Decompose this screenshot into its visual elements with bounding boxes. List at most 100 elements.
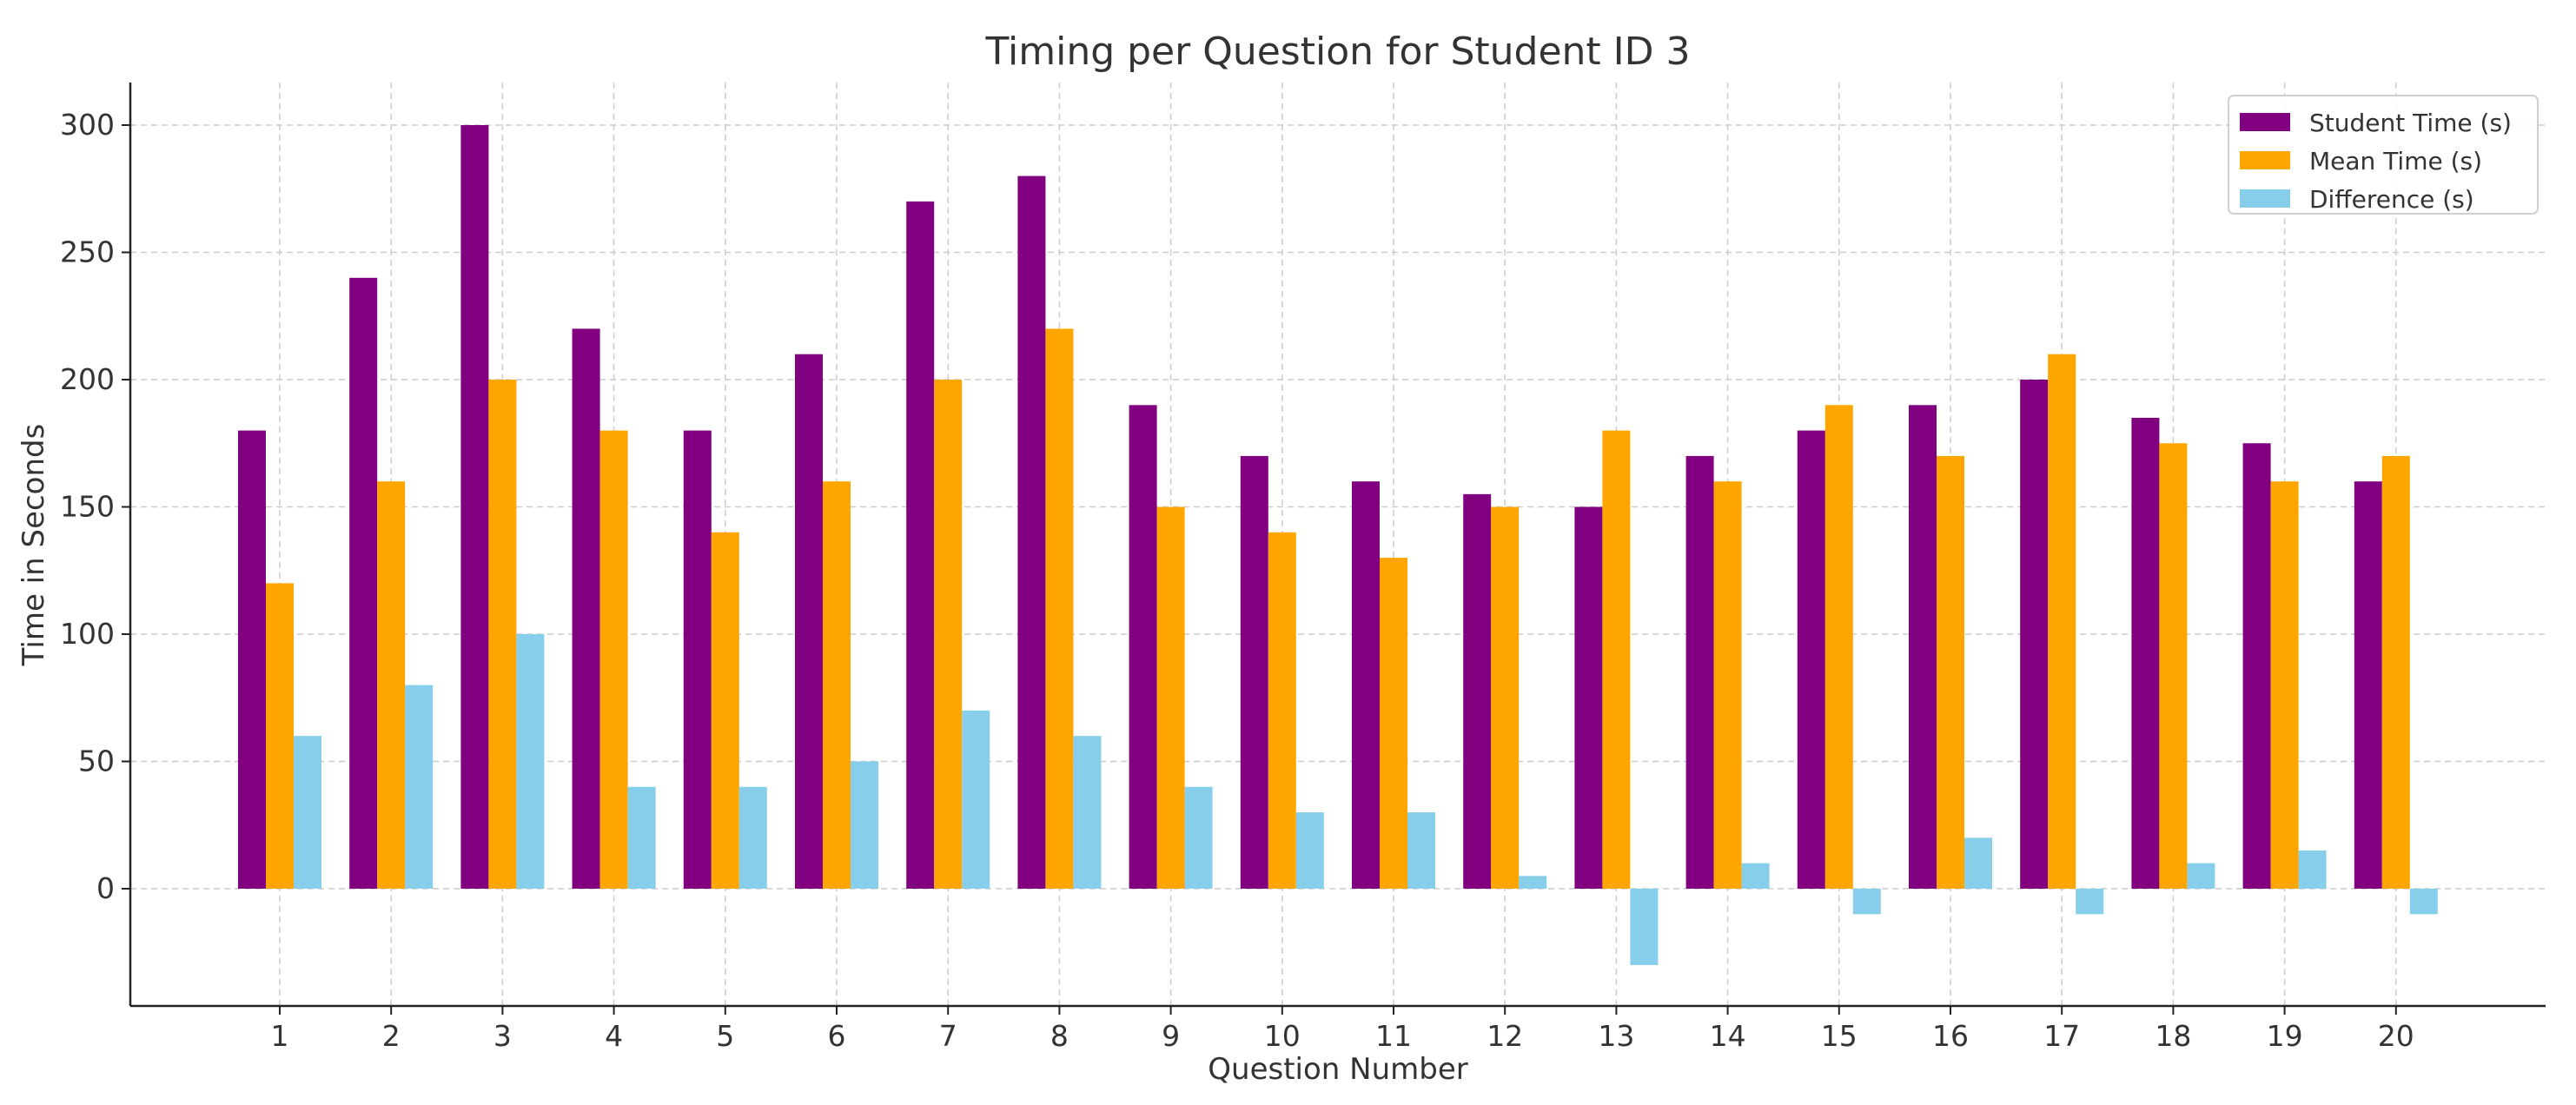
x-tick-label: 11: [1375, 1019, 1412, 1053]
bar-series-2: [1602, 430, 1631, 890]
x-tick-label: 15: [1821, 1019, 1858, 1053]
bar-series-3: [2409, 889, 2438, 915]
bar-series-2: [266, 583, 294, 889]
legend-swatch: [2240, 151, 2290, 169]
legend-swatch: [2240, 189, 2290, 208]
bar-series-1: [2242, 443, 2271, 889]
bar-series-2: [1824, 405, 1853, 889]
bar-series-3: [2187, 863, 2215, 889]
bar-series-3: [962, 710, 990, 889]
bar-series-1: [349, 277, 378, 889]
bar-series-2: [1713, 481, 1742, 889]
bar-series-3: [516, 634, 545, 889]
x-tick-label: 8: [1050, 1019, 1069, 1053]
x-tick-label: 1: [271, 1019, 289, 1053]
y-tick-label: 150: [60, 490, 115, 524]
bar-series-3: [627, 786, 656, 889]
bar-series-3: [851, 761, 878, 889]
x-tick-label: 20: [2378, 1019, 2414, 1053]
x-tick-label: 7: [939, 1019, 957, 1053]
bar-series-2: [599, 430, 628, 890]
bar-series-3: [294, 736, 321, 889]
bar-series-3: [405, 685, 434, 889]
bar-series-2: [1156, 506, 1185, 889]
legend-entry: Mean Time (s): [2309, 147, 2482, 175]
bar-series-1: [2020, 380, 2049, 889]
bar-series-1: [1463, 493, 1492, 889]
bar-series-3: [1073, 736, 1102, 889]
bar-series-1: [1909, 405, 1937, 889]
y-tick-label: 50: [78, 744, 115, 778]
x-axis-label: Question Number: [1208, 1052, 1467, 1087]
bar-series-2: [934, 380, 963, 889]
bar-series-2: [823, 481, 851, 889]
bar-series-1: [1017, 175, 1046, 890]
bar-series-1: [906, 201, 935, 889]
y-tick-label: 100: [60, 617, 115, 651]
x-tick-label: 17: [2043, 1019, 2080, 1053]
bar-series-1: [1240, 455, 1268, 889]
y-tick-label: 250: [60, 235, 115, 269]
x-tick-label: 14: [1710, 1019, 1746, 1053]
bar-series-2: [1491, 506, 1520, 889]
x-tick-label: 18: [2155, 1019, 2191, 1053]
legend: Student Time (s) Mean Time (s) Difference …: [2228, 95, 2539, 215]
bar-series-2: [1045, 328, 1074, 889]
x-tick-label: 5: [716, 1019, 734, 1053]
legend-entry: Student Time (s): [2309, 109, 2512, 137]
bar-series-2: [2270, 481, 2299, 889]
x-tick-label: 3: [493, 1019, 512, 1053]
bar-series-1: [2354, 481, 2382, 889]
bar-series-3: [1964, 837, 1992, 889]
bar-series-2: [1268, 532, 1296, 889]
legend-box: [2228, 95, 2539, 215]
bar-series-1: [1685, 455, 1714, 889]
bars: [238, 125, 2438, 965]
bar-series-3: [738, 786, 767, 889]
bar-series-3: [1295, 812, 1324, 889]
bar-series-3: [2076, 889, 2104, 915]
bar-series-1: [1797, 430, 1825, 890]
legend-entry: Difference (s): [2309, 185, 2474, 214]
bar-series-3: [1630, 889, 1659, 965]
bar-series-1: [683, 430, 712, 890]
x-tick-label: 2: [382, 1019, 401, 1053]
axes: [129, 83, 2546, 1008]
x-tick-label: 9: [1162, 1019, 1180, 1053]
bar-series-3: [1407, 812, 1435, 889]
bar-series-1: [1352, 481, 1380, 889]
bar-series-1: [460, 125, 489, 889]
bar-series-2: [2048, 354, 2076, 889]
legend-swatch: [2240, 113, 2290, 131]
x-tick-label: 13: [1598, 1019, 1634, 1053]
bar-series-3: [1852, 889, 1881, 915]
bar-series-2: [2381, 455, 2410, 889]
bar-series-3: [1741, 863, 1770, 889]
x-tick-label: 12: [1487, 1019, 1523, 1053]
x-tick-label: 4: [605, 1019, 623, 1053]
chart-title: Timing per Question for Student ID 3: [984, 30, 1690, 74]
bar-series-2: [377, 481, 406, 889]
x-tick-label: 16: [1932, 1019, 1969, 1053]
y-tick-label: 300: [60, 108, 115, 142]
bar-series-3: [2298, 850, 2327, 889]
bar-series-1: [572, 328, 600, 889]
x-tick-label: 10: [1264, 1019, 1301, 1053]
bar-series-1: [795, 354, 823, 889]
bar-series-1: [1129, 405, 1157, 889]
bar-series-2: [2159, 443, 2188, 889]
bar-series-1: [2131, 417, 2160, 889]
bar-series-3: [1519, 876, 1547, 889]
x-tick-label: 6: [828, 1019, 846, 1053]
y-tick-label: 0: [96, 871, 115, 905]
bar-series-2: [488, 380, 517, 889]
x-tick-label: 19: [2267, 1019, 2303, 1053]
bar-series-2: [1937, 455, 1964, 889]
bar-series-3: [1184, 786, 1213, 889]
bar-series-2: [1380, 558, 1407, 889]
bar-series-1: [1574, 506, 1603, 889]
bar-series-1: [238, 430, 266, 890]
bar-series-2: [711, 532, 739, 889]
